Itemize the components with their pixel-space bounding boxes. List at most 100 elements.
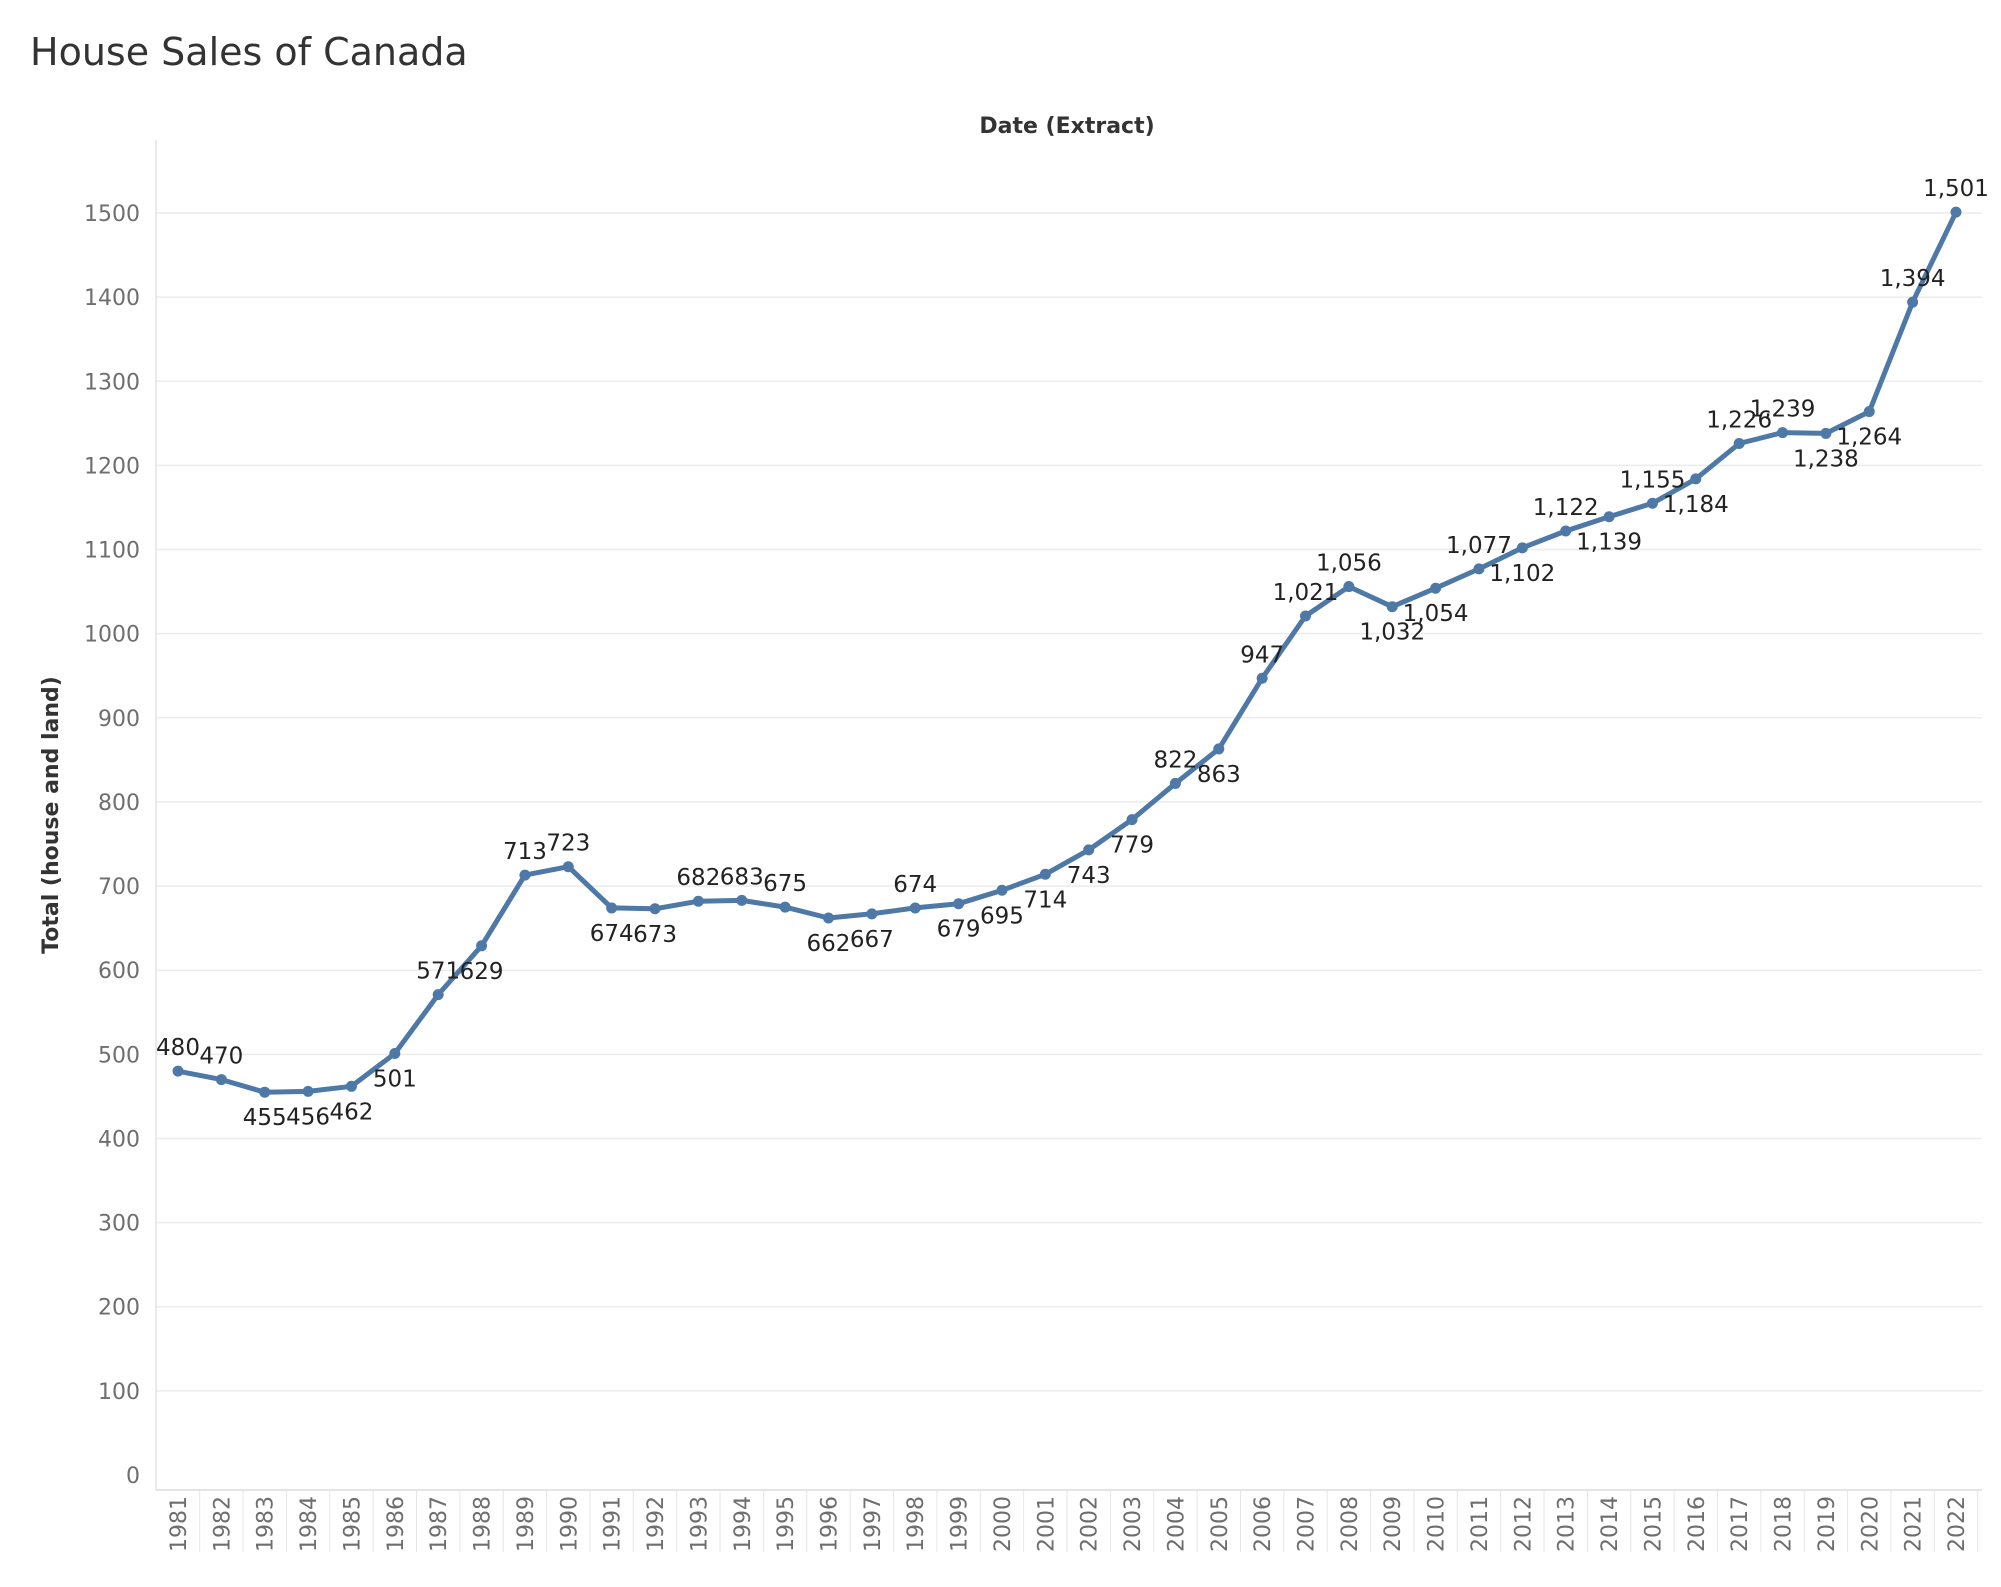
y-tick-label: 500 [98, 1043, 140, 1068]
data-label: 682 [676, 865, 720, 891]
data-point [1256, 672, 1268, 684]
x-tick-label: 2005 [1208, 1496, 1233, 1552]
data-label: 480 [156, 1035, 200, 1061]
data-point [432, 989, 444, 1001]
data-point [1300, 610, 1312, 622]
data-label: 1,032 [1359, 620, 1425, 646]
x-tick-label: 2009 [1381, 1496, 1406, 1552]
x-tick-label: 2008 [1338, 1496, 1363, 1552]
x-tick-label: 1987 [427, 1496, 452, 1552]
data-label: 674 [590, 921, 634, 947]
data-point [1907, 296, 1919, 308]
data-point [1733, 438, 1745, 450]
y-tick-label: 1000 [84, 623, 140, 648]
data-label: 1,264 [1836, 425, 1902, 451]
data-label: 723 [546, 831, 590, 857]
data-point [476, 940, 488, 952]
data-label: 455 [243, 1105, 287, 1131]
data-label: 1,021 [1273, 580, 1339, 606]
x-tick-label: 2010 [1425, 1496, 1450, 1552]
data-point [692, 895, 704, 907]
y-tick-label: 700 [98, 875, 140, 900]
y-tick-label: 1100 [84, 539, 140, 564]
gridlines [156, 212, 1982, 1392]
series-line [177, 211, 1959, 1095]
data-label: 1,102 [1489, 561, 1555, 587]
data-point [259, 1086, 271, 1098]
data-label: 1,394 [1880, 266, 1946, 292]
x-axis-ticks: 1981 1982 1983 1984 1985 1986 1987 1988 1989 1990… [167, 1490, 1979, 1552]
data-point [1126, 814, 1138, 826]
data-label: 714 [1023, 887, 1067, 913]
x-tick-label: 1995 [774, 1496, 799, 1552]
column-header: Date (Extract) [979, 114, 1154, 139]
x-tick-label: 1982 [210, 1496, 235, 1552]
data-label: 674 [893, 872, 937, 898]
x-tick-label: 1985 [340, 1496, 365, 1552]
x-tick-label: 1990 [557, 1496, 582, 1552]
data-label: 683 [720, 864, 764, 890]
data-label: 779 [1110, 833, 1154, 859]
data-point [519, 869, 531, 881]
x-tick-label: 1991 [601, 1496, 626, 1552]
data-point [562, 861, 574, 873]
chart-title: House Sales of Canada [30, 30, 468, 74]
data-label: 673 [633, 922, 677, 948]
data-point [1386, 601, 1398, 613]
data-point [1213, 743, 1225, 755]
data-label: 822 [1153, 747, 1197, 773]
x-tick-label: 2018 [1772, 1496, 1797, 1552]
data-point [909, 902, 921, 914]
data-label: 571 [416, 959, 460, 985]
y-tick-label: 100 [98, 1380, 140, 1405]
data-point [1863, 406, 1875, 418]
x-tick-label: 1996 [817, 1496, 842, 1552]
x-tick-label: 2001 [1034, 1496, 1059, 1552]
data-point [345, 1080, 357, 1092]
data-point [1646, 497, 1658, 509]
data-label: 456 [286, 1104, 330, 1130]
y-axis-ticks: 0 100 200 300 400 500 600 700 800 900 1000 1100 1200… [84, 202, 140, 1489]
x-tick-label: 1984 [297, 1496, 322, 1552]
x-tick-label: 2003 [1121, 1496, 1146, 1552]
data-points [172, 206, 1962, 1098]
data-label: 1,054 [1403, 601, 1469, 627]
y-tick-label: 1500 [84, 202, 140, 227]
y-tick-label: 200 [98, 1296, 140, 1321]
data-point [866, 908, 878, 920]
x-tick-label: 1993 [687, 1496, 712, 1552]
x-tick-label: 2004 [1164, 1496, 1189, 1552]
data-point [1560, 525, 1572, 537]
data-point [1950, 206, 1962, 218]
data-point [302, 1085, 314, 1097]
y-tick-label: 1300 [84, 370, 140, 395]
data-label: 1,501 [1923, 176, 1989, 202]
data-label: 713 [503, 839, 547, 865]
data-label: 501 [373, 1066, 417, 1092]
data-label: 629 [460, 959, 504, 985]
data-point [779, 901, 791, 913]
x-tick-label: 1997 [861, 1496, 886, 1552]
data-point [649, 903, 661, 915]
data-label: 1,238 [1793, 446, 1859, 472]
y-tick-label: 400 [98, 1127, 140, 1152]
data-label: 1,184 [1663, 492, 1729, 518]
data-point [1083, 844, 1095, 856]
x-tick-label: 1986 [384, 1496, 409, 1552]
data-point [1343, 581, 1355, 593]
data-label: 662 [807, 931, 851, 957]
y-tick-label: 0 [126, 1464, 140, 1489]
x-tick-label: 1998 [904, 1496, 929, 1552]
data-point [1516, 542, 1528, 554]
x-tick-label: 2019 [1815, 1496, 1840, 1552]
data-point [1777, 427, 1789, 439]
data-label: 1,056 [1316, 551, 1382, 577]
data-point [736, 894, 748, 906]
data-point [1473, 563, 1485, 575]
x-tick-label: 2002 [1078, 1496, 1103, 1552]
x-tick-label: 2021 [1902, 1496, 1927, 1552]
data-label: 667 [850, 927, 894, 953]
x-tick-label: 2020 [1858, 1496, 1883, 1552]
